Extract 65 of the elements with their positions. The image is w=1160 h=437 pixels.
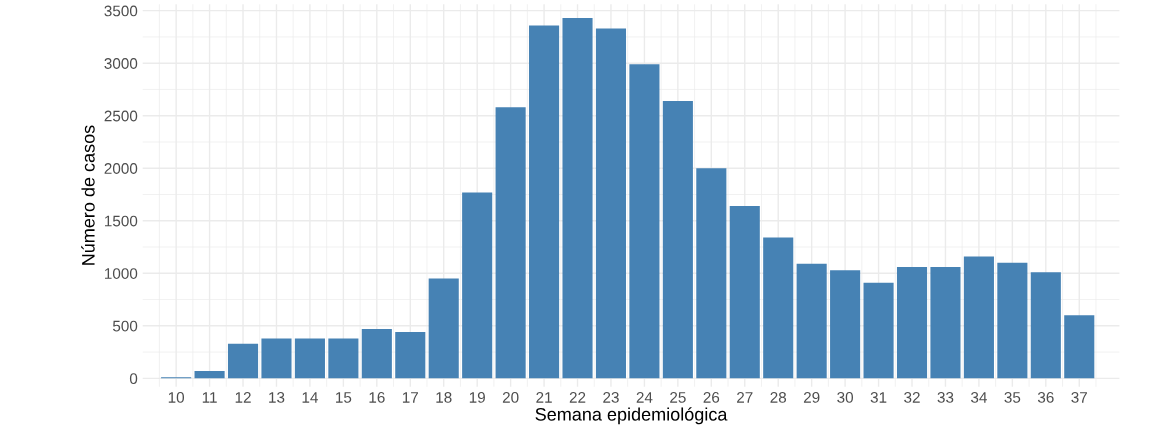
bar <box>227 343 259 379</box>
bar <box>696 168 727 379</box>
x-tick-label: 28 <box>770 392 787 403</box>
x-tick-label: 31 <box>870 392 887 403</box>
x-tick-label: 37 <box>1071 392 1087 403</box>
bar <box>428 278 459 379</box>
y-tick-label: 500 <box>112 320 138 332</box>
x-tick-label: 27 <box>737 392 753 403</box>
x-tick-label: 34 <box>971 392 987 403</box>
y-tick-label: 1000 <box>105 268 138 279</box>
x-tick-label: 29 <box>803 392 820 403</box>
bar <box>529 25 560 379</box>
x-tick-label: 12 <box>235 392 251 403</box>
bar <box>763 237 794 379</box>
x-tick-label: 36 <box>1037 392 1054 403</box>
x-tick-label: 17 <box>402 392 418 403</box>
x-tick-label: 22 <box>569 392 586 403</box>
bar <box>830 270 861 379</box>
x-tick-label: 33 <box>937 392 954 403</box>
x-tick-label: 20 <box>502 392 519 403</box>
bar <box>595 28 627 379</box>
y-tick-label: 2500 <box>104 110 138 122</box>
bar <box>997 262 1028 379</box>
bar <box>963 256 994 379</box>
y-tick-label: 2000 <box>104 163 138 174</box>
x-tick-label: 23 <box>603 392 619 403</box>
bar <box>863 282 894 379</box>
x-tick-label: 16 <box>369 392 385 403</box>
y-tick-label: 3000 <box>104 58 138 69</box>
x-tick-label: 13 <box>269 392 285 403</box>
x-tick-label: 14 <box>302 392 318 403</box>
y-tick-label: 3500 <box>104 5 138 17</box>
x-tick-label: 30 <box>837 392 854 403</box>
x-tick-label: 32 <box>904 392 920 403</box>
bar <box>294 338 325 379</box>
bar <box>361 328 392 379</box>
bar <box>495 107 526 379</box>
x-tick-label: 10 <box>168 392 185 403</box>
y-tick-label: 1500 <box>105 215 138 227</box>
bar <box>261 338 292 379</box>
bar <box>194 370 225 379</box>
bar <box>796 263 827 379</box>
x-tick-label: 15 <box>336 392 352 403</box>
bar <box>562 18 593 379</box>
bar <box>328 338 359 379</box>
bar <box>662 101 693 379</box>
bar <box>1030 272 1061 379</box>
x-tick-label: 35 <box>1004 392 1021 403</box>
bar <box>729 206 760 379</box>
x-tick-label: 25 <box>670 392 686 403</box>
x-tick-label: 21 <box>536 392 552 403</box>
x-tick-label: 19 <box>469 392 485 403</box>
bar <box>1064 315 1095 379</box>
bar <box>896 266 928 379</box>
y-axis-title: Número de casos <box>81 125 95 265</box>
bar <box>462 192 493 379</box>
x-tick-label: 24 <box>636 392 653 403</box>
x-tick-label: 26 <box>703 392 720 403</box>
x-tick-label: 11 <box>202 392 217 403</box>
x-tick-label: 18 <box>436 392 452 403</box>
x-axis-title: Semana epidemiológica <box>535 407 728 425</box>
y-tick-label: 0 <box>129 373 138 385</box>
bar <box>930 266 961 379</box>
bar <box>629 64 660 379</box>
bar <box>395 332 426 379</box>
